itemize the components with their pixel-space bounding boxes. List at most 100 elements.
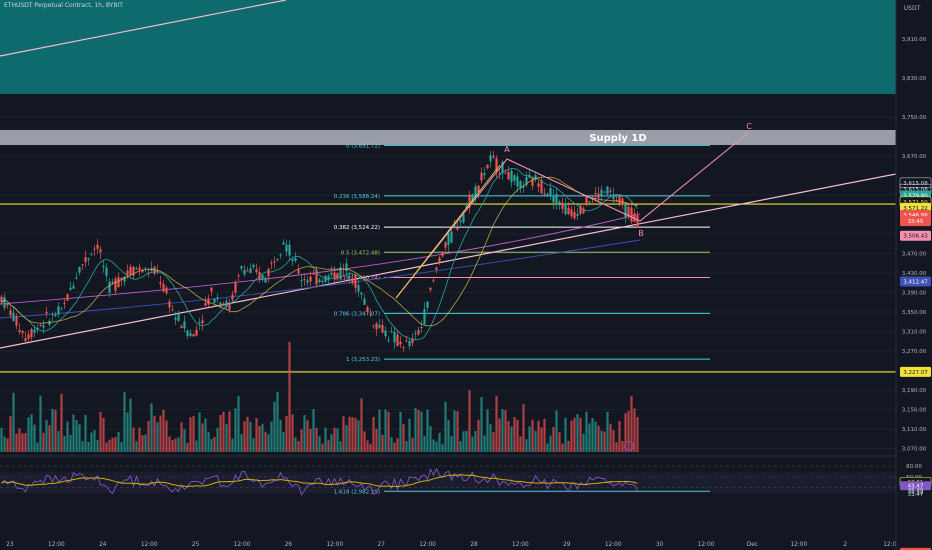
candle-body (225, 300, 228, 307)
volume-bar (447, 419, 450, 452)
candle-body (480, 172, 483, 181)
price-tick-label: 3,110.00 (902, 427, 927, 433)
candle-body (78, 267, 81, 273)
volume-bar (24, 432, 27, 452)
candle-body (537, 183, 540, 187)
volume-bar (489, 424, 492, 452)
volume-bar (78, 424, 81, 452)
volume-bar (606, 411, 609, 452)
volume-bar (234, 408, 237, 452)
volume-bar (87, 441, 90, 452)
candle-body (627, 206, 630, 216)
candle-body (414, 332, 417, 335)
volume-bar (0, 427, 3, 452)
candle-body (351, 279, 354, 284)
volume-bar (537, 420, 540, 452)
candle-body (234, 282, 237, 293)
candle-body (534, 175, 537, 180)
volume-bar (510, 426, 513, 452)
candle-body (330, 272, 333, 275)
price-badge-label: 33:45 (908, 219, 924, 225)
time-label: 12:00 (605, 542, 622, 548)
fib-label-1: 1 (3,253.23) (346, 357, 380, 363)
volume-bar (45, 420, 48, 452)
candle-body (504, 172, 507, 174)
volume-bar (579, 417, 582, 452)
candle-body (522, 186, 525, 188)
time-label: 12:00 (512, 542, 529, 548)
candle-body (582, 208, 585, 214)
volume-bar (42, 432, 45, 452)
volume-bar (396, 438, 399, 452)
volume-bar (372, 416, 375, 452)
candle-body (273, 261, 276, 263)
price-tick-label: 3,430.00 (902, 271, 927, 277)
price-badge-label: 3,615.08 (903, 187, 928, 193)
candle-body (183, 321, 186, 329)
candle-body (381, 324, 384, 333)
volume-bar (627, 410, 630, 452)
volume-bar (216, 427, 219, 452)
candle-body (276, 259, 279, 261)
volume-bar (429, 426, 432, 452)
volume-bar (150, 403, 153, 452)
candle-body (540, 179, 543, 194)
candle-body (435, 267, 438, 270)
candle-body (372, 325, 375, 327)
time-label: 12:00 (698, 542, 715, 548)
candle-body (171, 309, 174, 311)
candle-body (84, 257, 87, 263)
candle-body (321, 280, 324, 282)
price-tick-label: 3,830.00 (902, 76, 927, 82)
volume-bar (456, 411, 459, 452)
candle-body (231, 294, 234, 300)
volume-bar (534, 430, 537, 452)
volume-bar (264, 431, 267, 452)
volume-bar (600, 430, 603, 452)
volume-bar (435, 441, 438, 452)
volume-bar (450, 436, 453, 452)
volume-bar (483, 435, 486, 452)
candle-body (252, 264, 255, 268)
candle-body (456, 227, 459, 230)
volume-bar (399, 411, 402, 452)
price-tick-label: 3,270.00 (902, 349, 927, 355)
candle-body (450, 231, 453, 243)
candle-body (459, 220, 462, 222)
volume-bar (351, 417, 354, 452)
volume-bar (378, 409, 381, 452)
candle-body (282, 242, 285, 245)
candle-body (390, 331, 393, 333)
candle-body (108, 281, 111, 293)
candles (0, 150, 639, 352)
candle-body (264, 277, 267, 283)
volume-bar (240, 434, 243, 452)
volume-bar (585, 411, 588, 452)
volume-bar (315, 427, 318, 452)
candle-body (585, 195, 588, 206)
price-tick-label: 3,910.00 (902, 37, 927, 43)
volume-bar (636, 416, 639, 452)
candle-body (24, 338, 27, 342)
candle-body (561, 202, 564, 209)
volume-bar (138, 427, 141, 452)
candle-body (174, 317, 177, 320)
volume-bar (21, 433, 24, 452)
candle-body (12, 312, 15, 321)
candle-body (159, 282, 162, 285)
time-label: 12:00 (790, 542, 807, 548)
candle-body (333, 272, 336, 279)
supply-1d-zone (0, 130, 896, 145)
candle-body (549, 187, 552, 197)
volume-bar (354, 418, 357, 452)
grid (0, 116, 896, 449)
volume-bar (210, 439, 213, 452)
volume-bar (153, 415, 156, 452)
time-label: 12:00 (883, 542, 900, 548)
candle-body (246, 270, 249, 272)
rsi-badge-label: 33.47 (908, 492, 924, 498)
candle-body (603, 191, 606, 193)
volume-bar (321, 443, 324, 452)
candle-body (429, 287, 432, 290)
